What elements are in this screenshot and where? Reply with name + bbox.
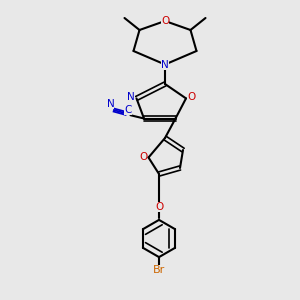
Text: N: N	[127, 92, 135, 102]
Text: O: O	[161, 16, 169, 26]
Text: O: O	[187, 92, 196, 102]
Text: Br: Br	[153, 265, 165, 275]
Text: N: N	[106, 99, 114, 109]
Text: N: N	[161, 59, 169, 70]
Text: O: O	[139, 152, 147, 163]
Text: C: C	[124, 105, 132, 116]
Text: O: O	[155, 202, 163, 212]
